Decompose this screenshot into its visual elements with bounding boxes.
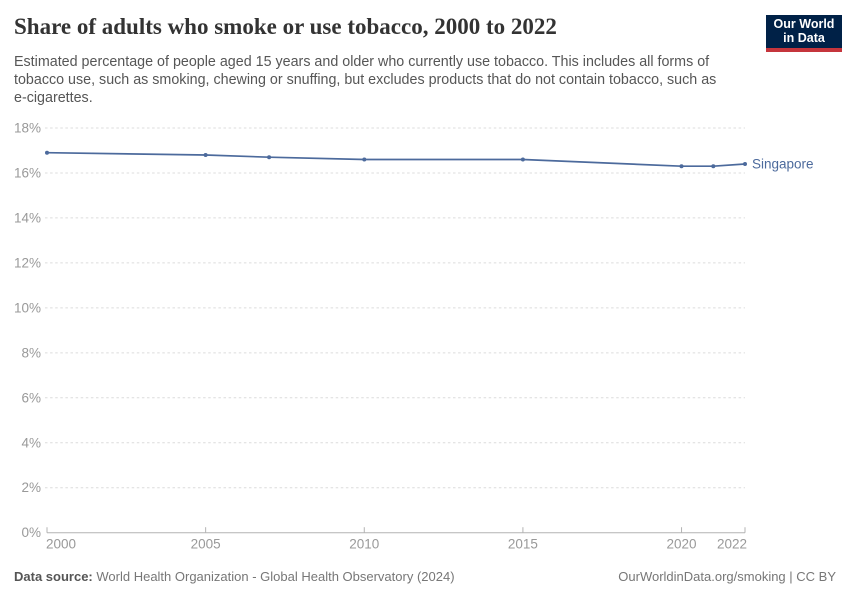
y-tick-label: 10% xyxy=(14,300,41,315)
x-tick-label: 2022 xyxy=(717,537,747,552)
y-tick-label: 2% xyxy=(21,480,41,495)
data-source-label: Data source: xyxy=(14,569,93,584)
data-point[interactable] xyxy=(711,164,716,169)
x-axis-labels: 2000 2005 2010 2015 2020 2022 xyxy=(46,537,747,552)
data-point[interactable] xyxy=(362,157,367,162)
y-gridlines xyxy=(45,127,745,534)
owid-logo[interactable]: Our World in Data xyxy=(766,15,842,52)
y-tick-label: 4% xyxy=(21,435,41,450)
x-tick-label: 2010 xyxy=(349,537,379,552)
x-tick-label: 2005 xyxy=(191,537,221,552)
page-title: Share of adults who smoke or use tobacco… xyxy=(14,14,557,39)
y-tick-label: 18% xyxy=(14,121,41,136)
series-line xyxy=(46,151,746,168)
data-source-value: World Health Organization - Global Healt… xyxy=(96,569,455,584)
data-point[interactable] xyxy=(267,155,272,160)
chart-subtitle: Estimated percentage of people aged 15 y… xyxy=(14,54,717,106)
data-point[interactable] xyxy=(679,164,684,169)
x-tick-label: 2000 xyxy=(46,537,76,552)
y-tick-label: 14% xyxy=(14,210,41,225)
data-point[interactable] xyxy=(520,157,525,162)
series-singapore: Singapore xyxy=(45,150,814,171)
series-end-label[interactable]: Singapore xyxy=(752,156,814,171)
x-tick-label: 2015 xyxy=(508,537,538,552)
y-axis-labels: 0% 2% 4% 6% 8% 10% 12% 14% 16% 18% xyxy=(14,121,41,541)
y-tick-label: 12% xyxy=(14,255,41,270)
x-axis-ticks xyxy=(46,527,746,533)
data-point[interactable] xyxy=(743,162,747,166)
data-source-text: Data source: World Health Organization -… xyxy=(14,568,455,585)
owid-logo-line1: Our World xyxy=(773,17,835,31)
data-point[interactable] xyxy=(203,153,208,157)
license-link[interactable]: OurWorldinData.org/smoking | CC BY xyxy=(618,569,836,584)
y-tick-label: 6% xyxy=(21,390,41,405)
y-tick-label: 8% xyxy=(21,345,41,360)
owid-logo-line2: in Data xyxy=(783,30,825,45)
y-tick-label: 16% xyxy=(14,165,41,180)
x-tick-label: 2020 xyxy=(667,537,697,552)
data-point[interactable] xyxy=(45,150,49,155)
chart-footer: Data source: World Health Organization -… xyxy=(14,568,836,585)
y-tick-label: 0% xyxy=(21,525,41,540)
